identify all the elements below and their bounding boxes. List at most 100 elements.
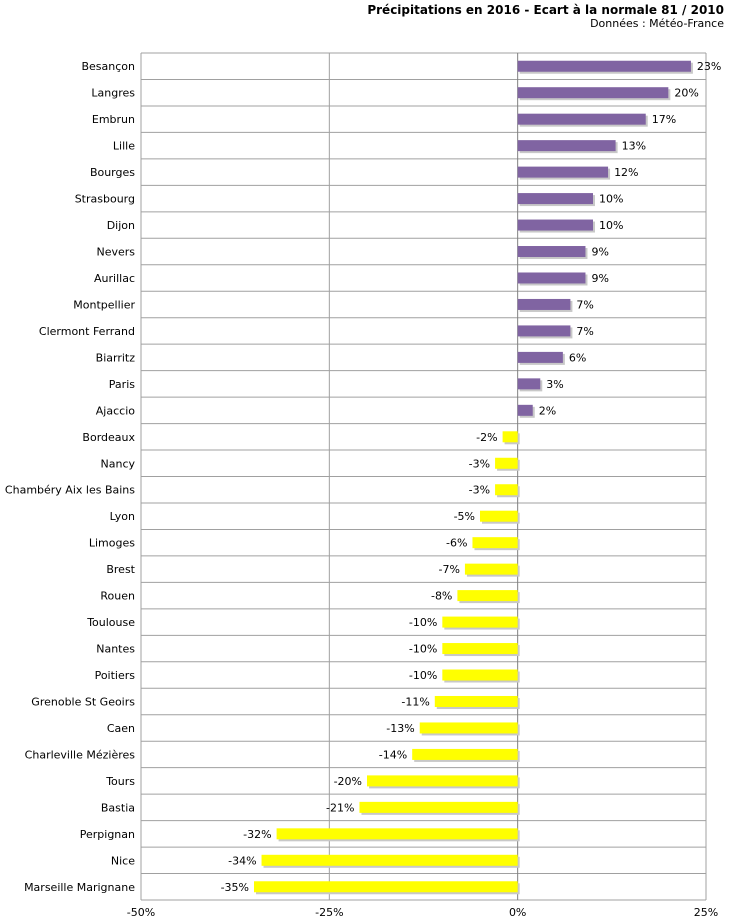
- category-label: Biarritz: [96, 351, 136, 364]
- category-label: Tours: [105, 775, 135, 788]
- category-label: Bourges: [90, 166, 135, 179]
- category-label: Langres: [91, 87, 135, 100]
- value-label: -8%: [431, 590, 452, 603]
- category-label: Nevers: [96, 246, 135, 259]
- bar: [480, 510, 518, 522]
- value-label: 17%: [652, 113, 676, 126]
- category-label: Perpignan: [80, 828, 135, 841]
- bar: [495, 484, 518, 496]
- bar: [517, 87, 669, 99]
- bar: [517, 193, 593, 205]
- bar: [517, 404, 533, 416]
- value-label: 3%: [546, 378, 563, 391]
- category-label: Nantes: [96, 643, 135, 656]
- bar: [517, 378, 541, 390]
- value-label: 9%: [591, 246, 608, 259]
- bar: [412, 748, 518, 760]
- bar: [495, 457, 518, 469]
- value-label: -11%: [401, 695, 429, 708]
- value-label: -20%: [334, 775, 362, 788]
- value-label: 7%: [576, 325, 593, 338]
- value-label: 9%: [591, 272, 608, 285]
- bar: [359, 801, 518, 813]
- category-label: Bastia: [101, 801, 135, 814]
- bar: [472, 537, 518, 549]
- bar: [434, 695, 518, 707]
- category-label: Bordeaux: [82, 431, 135, 444]
- value-label: 10%: [599, 193, 623, 206]
- bar: [457, 590, 518, 602]
- value-label: -5%: [454, 510, 475, 523]
- category-label: Grenoble St Geoirs: [31, 695, 135, 708]
- value-label: 2%: [539, 404, 556, 417]
- value-label: -10%: [409, 643, 437, 656]
- bar: [261, 854, 518, 866]
- category-label: Besançon: [81, 60, 135, 73]
- category-label: Montpellier: [73, 298, 135, 311]
- category-label: Chambéry Aix les Bains: [5, 484, 135, 497]
- value-label: 7%: [576, 298, 593, 311]
- value-label: 23%: [697, 60, 721, 73]
- value-label: -32%: [243, 828, 271, 841]
- category-label: Lyon: [110, 510, 135, 523]
- value-label: -34%: [228, 854, 256, 867]
- bar: [517, 325, 571, 337]
- bar: [464, 563, 518, 575]
- bar: [517, 140, 616, 152]
- x-axis: -50% -25% 0% 25%: [127, 906, 718, 919]
- grid-lines: [140, 52, 707, 901]
- bar: [276, 828, 518, 840]
- bar: [517, 272, 586, 284]
- bar: [517, 113, 646, 125]
- x-tick-label: -25%: [315, 906, 343, 919]
- value-label: -14%: [379, 748, 407, 761]
- category-label: Embrun: [92, 113, 135, 126]
- category-label: Nancy: [101, 457, 136, 470]
- x-tick-label: -50%: [127, 906, 155, 919]
- value-label: -7%: [439, 563, 460, 576]
- value-label: -10%: [409, 669, 437, 682]
- bar: [502, 431, 518, 443]
- value-label: -6%: [446, 537, 467, 550]
- value-label: 20%: [674, 87, 698, 100]
- category-label: Nice: [111, 854, 135, 867]
- x-tick-label: 25%: [694, 906, 718, 919]
- bar: [367, 775, 518, 787]
- value-label: -2%: [476, 431, 497, 444]
- bar: [442, 643, 518, 655]
- category-label: Caen: [107, 722, 135, 735]
- bar: [517, 166, 609, 178]
- category-label: Aurillac: [94, 272, 135, 285]
- bar: [442, 669, 518, 681]
- category-label: Dijon: [107, 219, 135, 232]
- value-label: -3%: [469, 484, 490, 497]
- bar: [254, 881, 518, 893]
- bar: [517, 246, 586, 258]
- bar: [419, 722, 518, 734]
- category-label: Limoges: [89, 537, 135, 550]
- value-label: 10%: [599, 219, 623, 232]
- bar: [517, 60, 691, 72]
- chart-subtitle: Données : Météo-France: [590, 17, 724, 30]
- category-label: Paris: [109, 378, 135, 391]
- category-labels: Besançon Langres Embrun Lille Bourges Strasbo…: [5, 60, 136, 894]
- value-label: 12%: [614, 166, 638, 179]
- category-label: Ajaccio: [96, 404, 135, 417]
- category-label: Lille: [113, 140, 135, 153]
- category-label: Poitiers: [95, 669, 136, 682]
- bars: [254, 60, 693, 895]
- bar: [517, 219, 593, 231]
- bar: [517, 351, 563, 363]
- bar: [517, 298, 571, 310]
- value-label: -3%: [469, 457, 490, 470]
- value-label: -13%: [386, 722, 414, 735]
- category-label: Toulouse: [86, 616, 135, 629]
- chart-title: Précipitations en 2016 - Ecart à la norm…: [367, 3, 724, 17]
- category-label: Rouen: [100, 590, 135, 603]
- x-tick-label: 0%: [509, 906, 526, 919]
- category-label: Clermont Ferrand: [39, 325, 135, 338]
- value-label: -10%: [409, 616, 437, 629]
- value-label: -21%: [326, 801, 354, 814]
- value-label: -35%: [221, 881, 249, 894]
